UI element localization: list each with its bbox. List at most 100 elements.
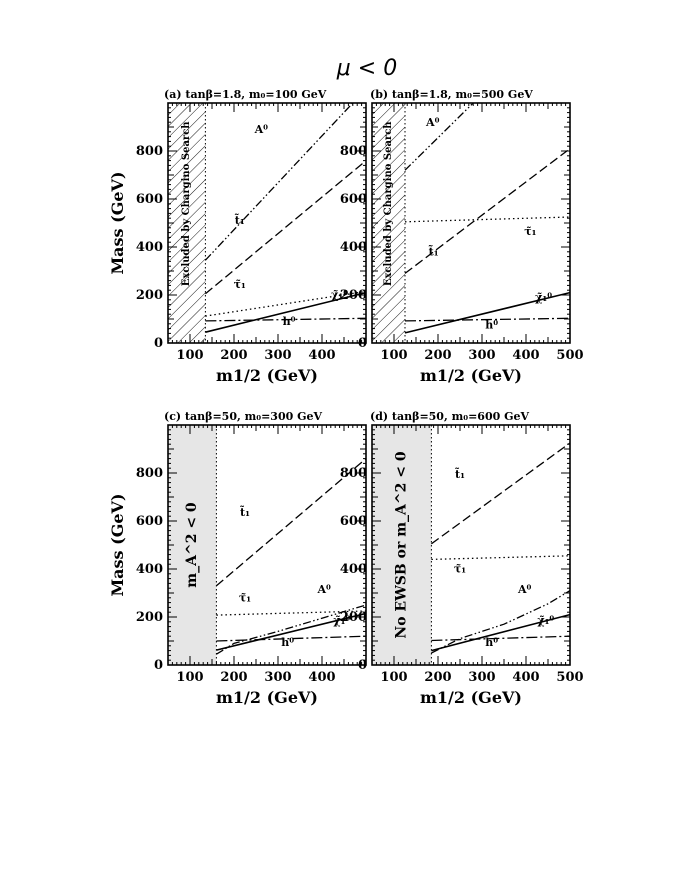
excluded-region [168,103,206,343]
y-tick-label: 0 [358,658,367,673]
figure-title: μ < 0 [336,56,397,81]
curve-label: t̃₁ [455,467,465,481]
x-tick-label: 300 [468,348,495,363]
y-tick-label: 200 [340,610,367,625]
x-tick-label: 200 [424,670,451,685]
curve-label: τ̃₁ [234,278,246,291]
x-tick-label: 400 [512,348,539,363]
y-tick-label: 600 [340,192,367,207]
x-tick-label: 400 [308,348,335,363]
curve-label: χ̃₁⁰ [333,614,350,627]
x-tick-label: 200 [220,670,247,685]
x-tick-label: 300 [264,348,291,363]
curve-label: A⁰ [317,583,332,596]
curve-label: τ̃₁ [454,563,466,576]
series-line-a [204,103,354,261]
x-tick-label: 400 [308,670,335,685]
y-tick-label: 200 [136,610,163,625]
panel-title: (d) tanβ=50, m₀=600 GeV [370,410,529,423]
series-line-t [404,148,570,274]
x-tick-label: 400 [512,670,539,685]
x-tick-label: 300 [264,670,291,685]
panel-title: (a) tanβ=1.8, m₀=100 GeV [164,88,327,101]
x-tick-label: 300 [468,670,495,685]
panel-title: (b) tanβ=1.8, m₀=500 GeV [370,88,533,101]
series-line-curve [431,613,570,652]
curve-label: h⁰ [281,636,294,649]
series-line-curve [431,555,570,561]
series-line-h [431,635,570,642]
curve-label: χ̃₁⁰ [537,614,554,627]
curve-label: A⁰ [517,583,532,596]
y-tick-label: 400 [136,240,163,255]
panel-b: Excluded by Chargino Search A⁰ t̃₁ τ̃₁ χ̃₁⁰ h… [340,88,584,385]
series-line-curve [205,290,366,317]
x-tick-label: 500 [556,670,583,685]
x-tick-label: 200 [220,348,247,363]
y-tick-label: 600 [136,514,163,529]
x-tick-label: 200 [424,348,451,363]
series-line-h [216,635,366,642]
x-tick-label: 100 [176,670,203,685]
panel-title: (c) tanβ=50, m₀=300 GeV [164,410,322,423]
y-axis-label: Mass (GeV) [108,171,127,274]
x-axis-label: m1/2 (GeV) [216,366,318,385]
curve-label: χ̃₁⁰ [331,289,348,302]
y-tick-label: 400 [340,240,367,255]
y-tick-label: 200 [136,288,163,303]
panel-c: m_A^2 < 0 t̃₁ τ̃₁ A⁰ χ̃₁⁰ h⁰ 100 200 300 400 0 200 4… [108,410,367,707]
curve-label: τ̃₁ [239,591,251,604]
y-tick-label: 0 [154,658,163,673]
series-line-curve [216,612,366,651]
x-axis-label: m1/2 (GeV) [420,688,522,707]
x-tick-label: 100 [380,348,407,363]
excluded-label: m_A^2 < 0 [184,502,200,588]
excluded-region [168,425,217,665]
panel-d: No EWSB or m_A^2 < 0 t̃₁ τ̃₁ A⁰ χ̃₁⁰ h⁰ 100 200… [340,410,584,707]
y-tick-label: 600 [340,514,367,529]
curve-label: t̃₁ [428,244,438,258]
y-tick-label: 800 [340,466,367,481]
series-line-a [431,590,570,654]
curve-label: A⁰ [254,123,269,136]
series-line-curve [205,291,366,333]
y-axis-label: Mass (GeV) [108,493,127,596]
curve-label: t̃₁ [240,505,250,519]
y-tick-label: 0 [358,336,367,351]
excluded-label: Excluded by Chargino Search [181,121,192,286]
y-tick-label: 200 [340,288,367,303]
x-tick-label: 100 [380,670,407,685]
series-line-a [216,604,366,655]
y-tick-label: 400 [340,562,367,577]
series-line-t [431,442,570,545]
curve-label: h⁰ [283,315,296,328]
excluded-region [372,425,432,665]
series-line-curve [404,216,570,223]
curve-label: τ̃₁ [524,225,536,238]
y-tick-label: 800 [136,466,163,481]
y-tick-label: 800 [136,144,163,159]
y-tick-label: 0 [154,336,163,351]
x-tick-label: 500 [556,348,583,363]
series-line-t [204,160,366,295]
x-axis-label: m1/2 (GeV) [216,688,318,707]
curve-label: χ̃₁⁰ [535,291,552,304]
curve-label: A⁰ [425,116,440,129]
curve-label: h⁰ [485,636,498,649]
excluded-label: Excluded by Chargino Search [383,121,394,286]
y-tick-label: 600 [136,192,163,207]
x-tick-label: 100 [176,348,203,363]
panel-a: Excluded by Chargino Search A⁰ t̃₁ τ̃₁ χ̃₁⁰ h… [108,88,367,385]
curve-label: h⁰ [485,319,498,332]
series-line-h [205,317,366,322]
series-line-t [215,458,366,587]
series-line-h [404,317,570,322]
curve-label: t̃₁ [235,213,245,227]
series-line-curve [404,291,570,334]
y-tick-label: 400 [136,562,163,577]
x-axis-label: m1/2 (GeV) [420,366,522,385]
series-line-a [404,103,474,171]
y-tick-label: 800 [340,144,367,159]
excluded-label: No EWSB or m_A^2 < 0 [394,451,410,638]
